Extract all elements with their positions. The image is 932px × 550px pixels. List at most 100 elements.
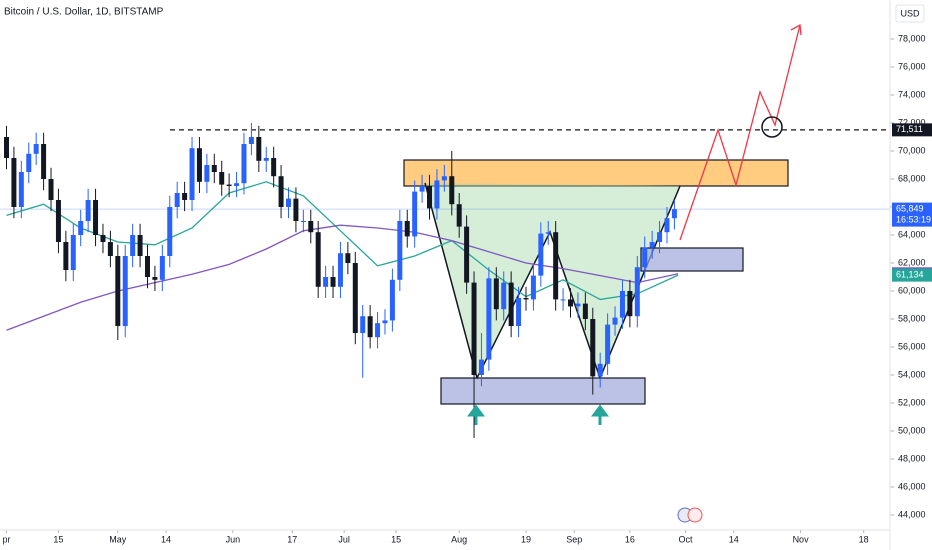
candle-body <box>115 256 121 327</box>
candle-body <box>93 200 99 236</box>
price-label: 65,849 <box>896 203 924 213</box>
x-tick-label: Jun <box>226 534 241 544</box>
target-circle <box>761 116 783 138</box>
candle-body <box>568 299 574 307</box>
candle-body <box>619 291 625 318</box>
drawings-under <box>0 129 890 405</box>
candle-body <box>323 277 329 287</box>
moving-average <box>6 181 679 301</box>
candle-body <box>85 200 91 222</box>
price-label-box <box>892 202 932 227</box>
candle-body <box>553 232 559 300</box>
candle-body <box>300 221 306 223</box>
x-tick-label: 18 <box>859 534 869 544</box>
y-tick-label: 76,000 <box>898 61 926 71</box>
candle-body <box>545 232 551 234</box>
candle-body <box>78 221 84 236</box>
candle-body <box>486 278 492 360</box>
candle-body <box>397 221 403 280</box>
candle-body <box>271 158 277 177</box>
candle-body <box>48 179 54 201</box>
candle-body <box>627 291 633 317</box>
candle-body <box>389 279 395 321</box>
candle-body <box>107 242 113 257</box>
candle-body <box>174 193 180 208</box>
y-tick-label: 64,000 <box>898 229 926 239</box>
candle-body <box>196 148 202 182</box>
candle-body <box>471 282 477 376</box>
candle-body <box>63 242 69 271</box>
candle-body <box>367 316 373 338</box>
candle-body <box>211 165 217 173</box>
candle-body <box>330 277 336 287</box>
plot <box>3 123 679 439</box>
y-tick-label: 52,000 <box>898 397 926 407</box>
chart-title: Bitcoin / U.S. Dollar, 1D, BITSTAMP <box>4 7 164 18</box>
currency: USD <box>900 8 920 18</box>
candle-body <box>256 137 262 161</box>
y-tick-label: 70,000 <box>898 145 926 155</box>
candle-body <box>605 324 611 364</box>
candle-body <box>404 221 410 237</box>
x-tick-label: 15 <box>53 534 63 544</box>
currency-box <box>895 4 925 23</box>
projection-path <box>679 24 801 241</box>
candle-body <box>293 198 299 222</box>
bottom-arrow <box>467 404 485 425</box>
candle-body <box>337 253 343 287</box>
candle-body <box>530 275 536 300</box>
candle-body <box>263 158 269 161</box>
pattern-outline <box>424 182 681 381</box>
candle-body <box>286 198 292 208</box>
candle-body <box>575 303 581 307</box>
y-tick-label: 48,000 <box>898 453 926 463</box>
candle-body <box>493 278 499 310</box>
candle-body <box>560 299 566 301</box>
candle-body <box>159 256 165 280</box>
y-tick-label: 68,000 <box>898 173 926 183</box>
retest-zone <box>640 247 744 272</box>
candle-body <box>360 316 366 334</box>
candle-body <box>18 172 24 208</box>
y-tick-label: 62,000 <box>898 257 926 267</box>
candle-body <box>204 165 210 182</box>
candle-body <box>182 193 188 201</box>
candle-body <box>538 233 544 276</box>
candle-body <box>427 186 433 209</box>
candle-body <box>137 235 143 257</box>
y-tick-label: 50,000 <box>898 425 926 435</box>
candle-body <box>130 235 136 257</box>
candle-body <box>582 303 588 320</box>
bottom-arrow <box>591 404 609 425</box>
candle-body <box>3 137 9 159</box>
y-tick-label: 60,000 <box>898 285 926 295</box>
candle-body <box>375 323 381 338</box>
price-label: 71,511 <box>896 124 923 134</box>
candle-body <box>100 235 106 243</box>
candle-body <box>152 277 158 280</box>
candle-body <box>597 363 603 377</box>
x-tick-label: pr <box>2 534 10 544</box>
candle-body <box>419 186 425 192</box>
candle-body <box>308 221 314 233</box>
y-tick-label: 58,000 <box>898 313 926 323</box>
candle-body <box>226 184 232 187</box>
candle-body <box>649 242 655 248</box>
event-icon <box>687 507 703 523</box>
candle-body <box>657 232 663 243</box>
x-tick-label: 16 <box>625 534 635 544</box>
y-tick-label: 46,000 <box>898 481 926 491</box>
candle-body <box>382 320 388 324</box>
candle-body <box>70 235 76 271</box>
candle-body <box>11 158 17 208</box>
candle-body <box>634 267 640 317</box>
candle-body <box>144 256 150 278</box>
x-tick-label: 19 <box>521 534 531 544</box>
candle-body <box>315 232 321 287</box>
y-tick-label: 54,000 <box>898 369 926 379</box>
candle-body <box>612 317 618 325</box>
candle-body <box>523 298 529 300</box>
candle-body <box>219 172 225 185</box>
candle-body <box>248 137 254 145</box>
